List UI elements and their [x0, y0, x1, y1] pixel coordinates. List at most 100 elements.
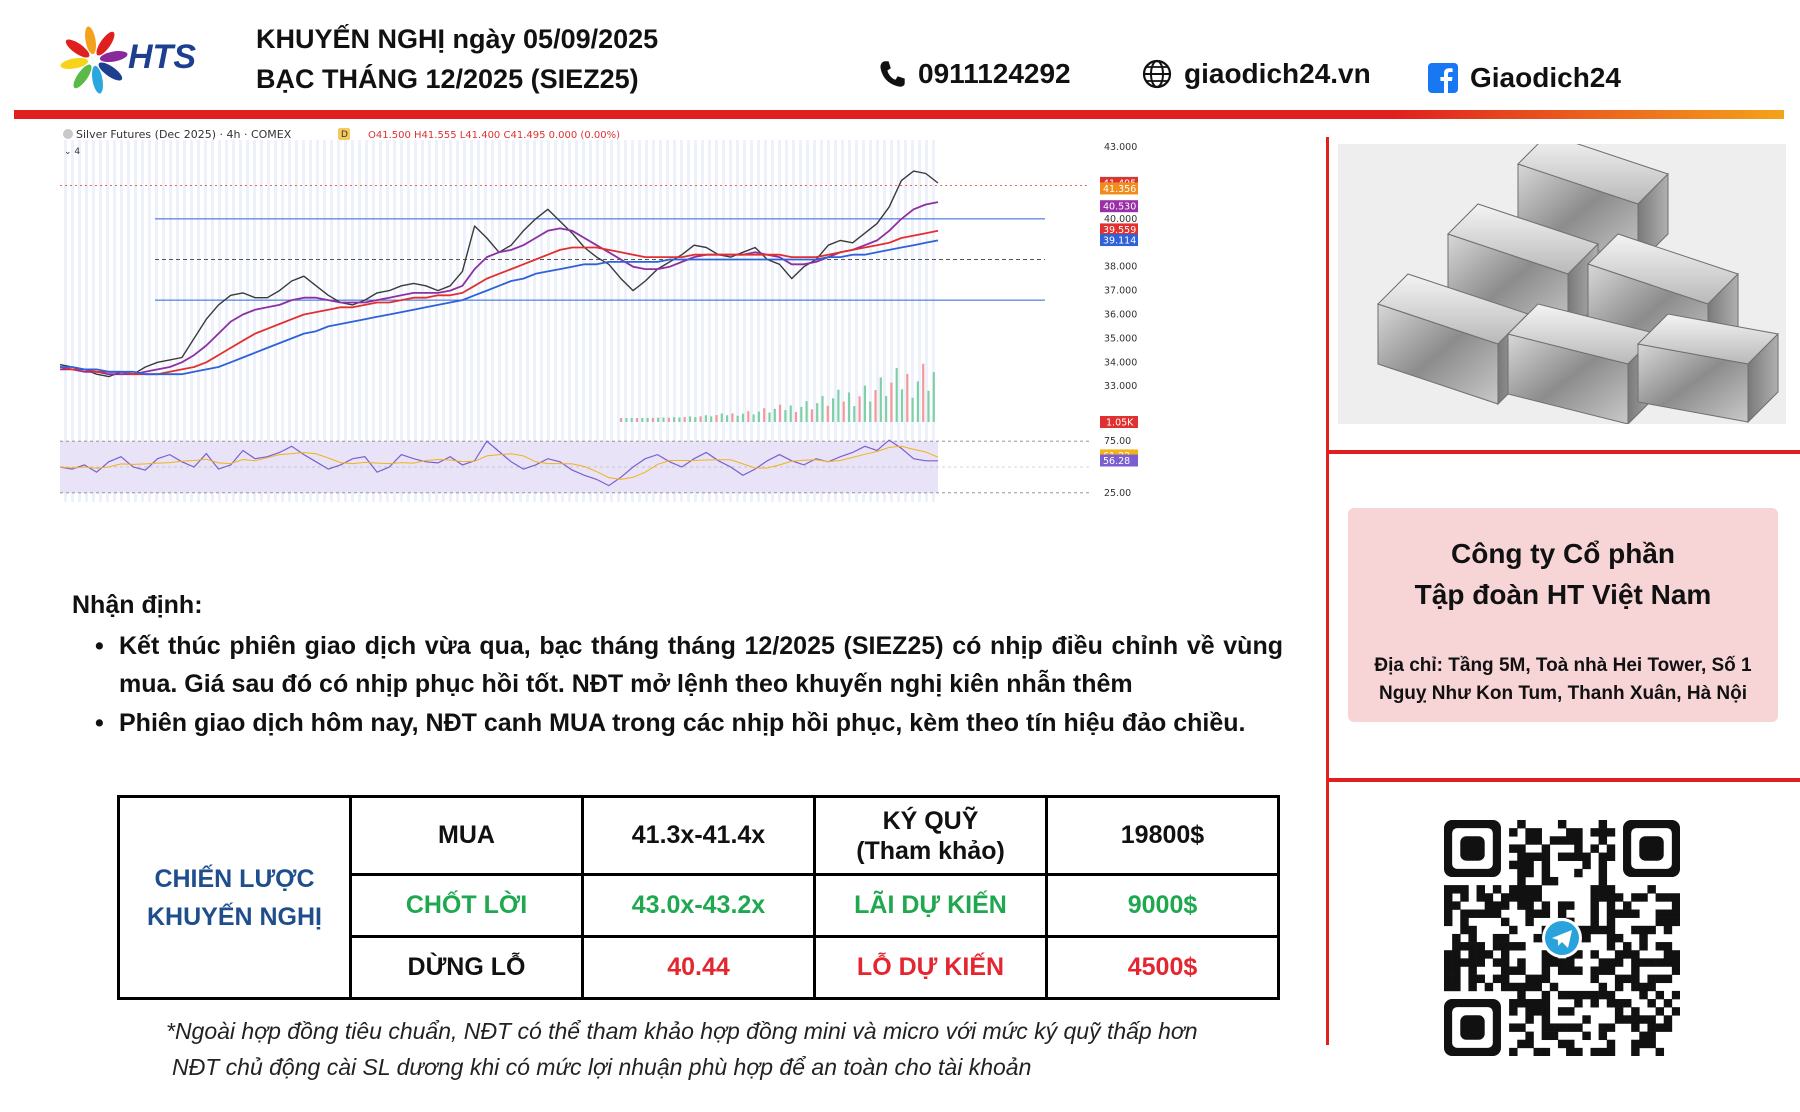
analysis-bullet: • Phiên giao dịch hôm nay, NĐT canh MUA … [95, 704, 1283, 742]
telegram-qr-code[interactable] [1444, 820, 1680, 1056]
volume-bar [816, 403, 819, 422]
volume-bar [704, 415, 707, 422]
volume-bar [927, 390, 930, 422]
price-axis-label: 37.000 [1104, 286, 1137, 297]
ohlc-readout: O41.500 H41.555 L41.400 C41.495 0.000 (0… [368, 130, 620, 141]
volume-bar [741, 413, 745, 422]
volume-bar [625, 417, 628, 422]
rsi-axis-label: 25.00 [1104, 488, 1131, 499]
volume-bar [911, 397, 914, 422]
price-tag-label: 39.114 [1103, 236, 1136, 247]
moving-average-line [60, 201, 939, 376]
volume-bar [736, 415, 739, 422]
company-name: Công ty Cổ phần [1451, 538, 1675, 569]
volume-bar [673, 417, 676, 422]
expected-profit-amount: 9000$ [1045, 873, 1280, 938]
volume-bar [646, 417, 649, 422]
volume-bar [757, 411, 760, 422]
analysis-bullet: • Kết thúc phiên giao dịch vừa qua, bạc … [95, 627, 1283, 703]
volume-bar [900, 389, 904, 422]
volume-bar [667, 417, 670, 422]
price-axis-label: 43.000 [1104, 142, 1137, 153]
bullet-dot: • [95, 632, 104, 660]
take-profit-label: CHỐT LỜI [349, 873, 584, 938]
chart-symbol-title: Silver Futures (Dec 2025) · 4h · COMEX [76, 128, 292, 141]
volume-bar [731, 413, 734, 422]
volume-bar [683, 417, 686, 422]
globe-icon [1142, 59, 1172, 89]
price-tag [1100, 200, 1138, 213]
phone-contact[interactable]: 0911124292 [878, 58, 1071, 90]
volume-bar [885, 395, 888, 422]
volume-bar [715, 415, 718, 422]
hts-logo-mark [60, 26, 128, 94]
moving-average-line [60, 239, 939, 376]
volume-bar [768, 412, 771, 422]
volume-bar [678, 417, 681, 422]
volume-bar [858, 396, 861, 422]
expected-loss-amount: 4500$ [1045, 935, 1280, 1000]
volume-bar [779, 404, 782, 422]
volume-bar [688, 416, 692, 422]
symbol-icon [63, 129, 73, 139]
volume-bar [763, 408, 766, 422]
indicator-toggle[interactable]: ⌄ 4 [64, 147, 80, 157]
website-link[interactable]: giaodich24.vn [1142, 58, 1371, 90]
expected-profit-label: LÃI DỰ KIẾN [813, 873, 1048, 938]
silver-bars-image [1338, 144, 1786, 424]
take-profit-price: 43.0x-43.2x [581, 873, 816, 938]
volume-bar [837, 389, 840, 422]
volume-bar [773, 408, 776, 422]
margin-amount: 19800$ [1045, 795, 1280, 876]
volume-bar [810, 409, 813, 422]
volume-bar [890, 382, 893, 422]
volume-bar [635, 417, 639, 422]
price-axis-label: 40.000 [1104, 214, 1137, 225]
price-tag [1100, 182, 1138, 195]
moving-average-line [60, 229, 939, 376]
expected-loss-label: LỖ DỰ KIẾN [813, 935, 1048, 1000]
margin-label: KÝ QUỸ (Tham khảo) [813, 795, 1048, 876]
facebook-link[interactable]: Giaodich24 [1428, 62, 1621, 94]
indicator-count: 4 [74, 147, 80, 157]
header-divider [14, 110, 1784, 119]
price-tag-label: 39.559 [1103, 225, 1136, 236]
company-name: Tập đoàn HT Việt Nam [1414, 579, 1712, 610]
volume-bar [752, 414, 755, 422]
table-row: CHIẾN LƯỢC KHUYẾN NGHỊ MUA 41.3x-41.4x K… [117, 795, 1280, 1000]
facebook-name: Giaodich24 [1470, 62, 1621, 93]
volume-bar [784, 410, 787, 422]
price-tag-label: 40.530 [1103, 202, 1136, 213]
volume-bar [863, 385, 866, 422]
interval-badge: D [341, 130, 348, 140]
volume-bar [794, 412, 798, 422]
volume-bar [847, 392, 851, 422]
volume-tag [1100, 416, 1138, 428]
volume-bar [922, 363, 925, 422]
price-tag [1100, 234, 1138, 247]
volume-bar [800, 406, 803, 422]
strategy-table: CHIẾN LƯỢC KHUYẾN NGHỊ MUA 41.3x-41.4x K… [117, 795, 1280, 1000]
company-address: Địa chỉ: Tầng 5M, Toà nhà Hei Tower, Số … [1374, 655, 1752, 704]
volume-bar [821, 395, 824, 422]
volume-bar [710, 416, 713, 422]
volume-bar [699, 416, 702, 422]
report-subtitle: BẠC THÁNG 12/2025 (SIEZ25) [256, 64, 639, 94]
strategy-label: CHIẾN LƯỢC KHUYẾN NGHỊ [117, 795, 352, 1000]
strategy-label-line: CHIẾN LƯỢC [154, 864, 315, 893]
volume-bar [805, 401, 808, 422]
price-tag [1100, 223, 1138, 236]
rsi-axis-label: 75.00 [1104, 436, 1131, 447]
buy-price: 41.3x-41.4x [581, 795, 816, 876]
bullet-text: Kết thúc phiên giao dịch vừa qua, bạc th… [119, 632, 1283, 698]
volume-bar [869, 401, 872, 422]
volume-bar [895, 368, 898, 422]
bullet-dot: • [95, 709, 104, 737]
price-chart: Silver Futures (Dec 2025) · 4h · COMEX D… [60, 122, 1280, 578]
rsi-tag [1100, 454, 1138, 467]
volume-bar [720, 413, 723, 422]
volume-bar [620, 418, 623, 422]
logo-text: HTS [128, 38, 196, 76]
volume-bar [726, 415, 729, 422]
rsi-tag-label: 56.28 [1103, 456, 1130, 467]
